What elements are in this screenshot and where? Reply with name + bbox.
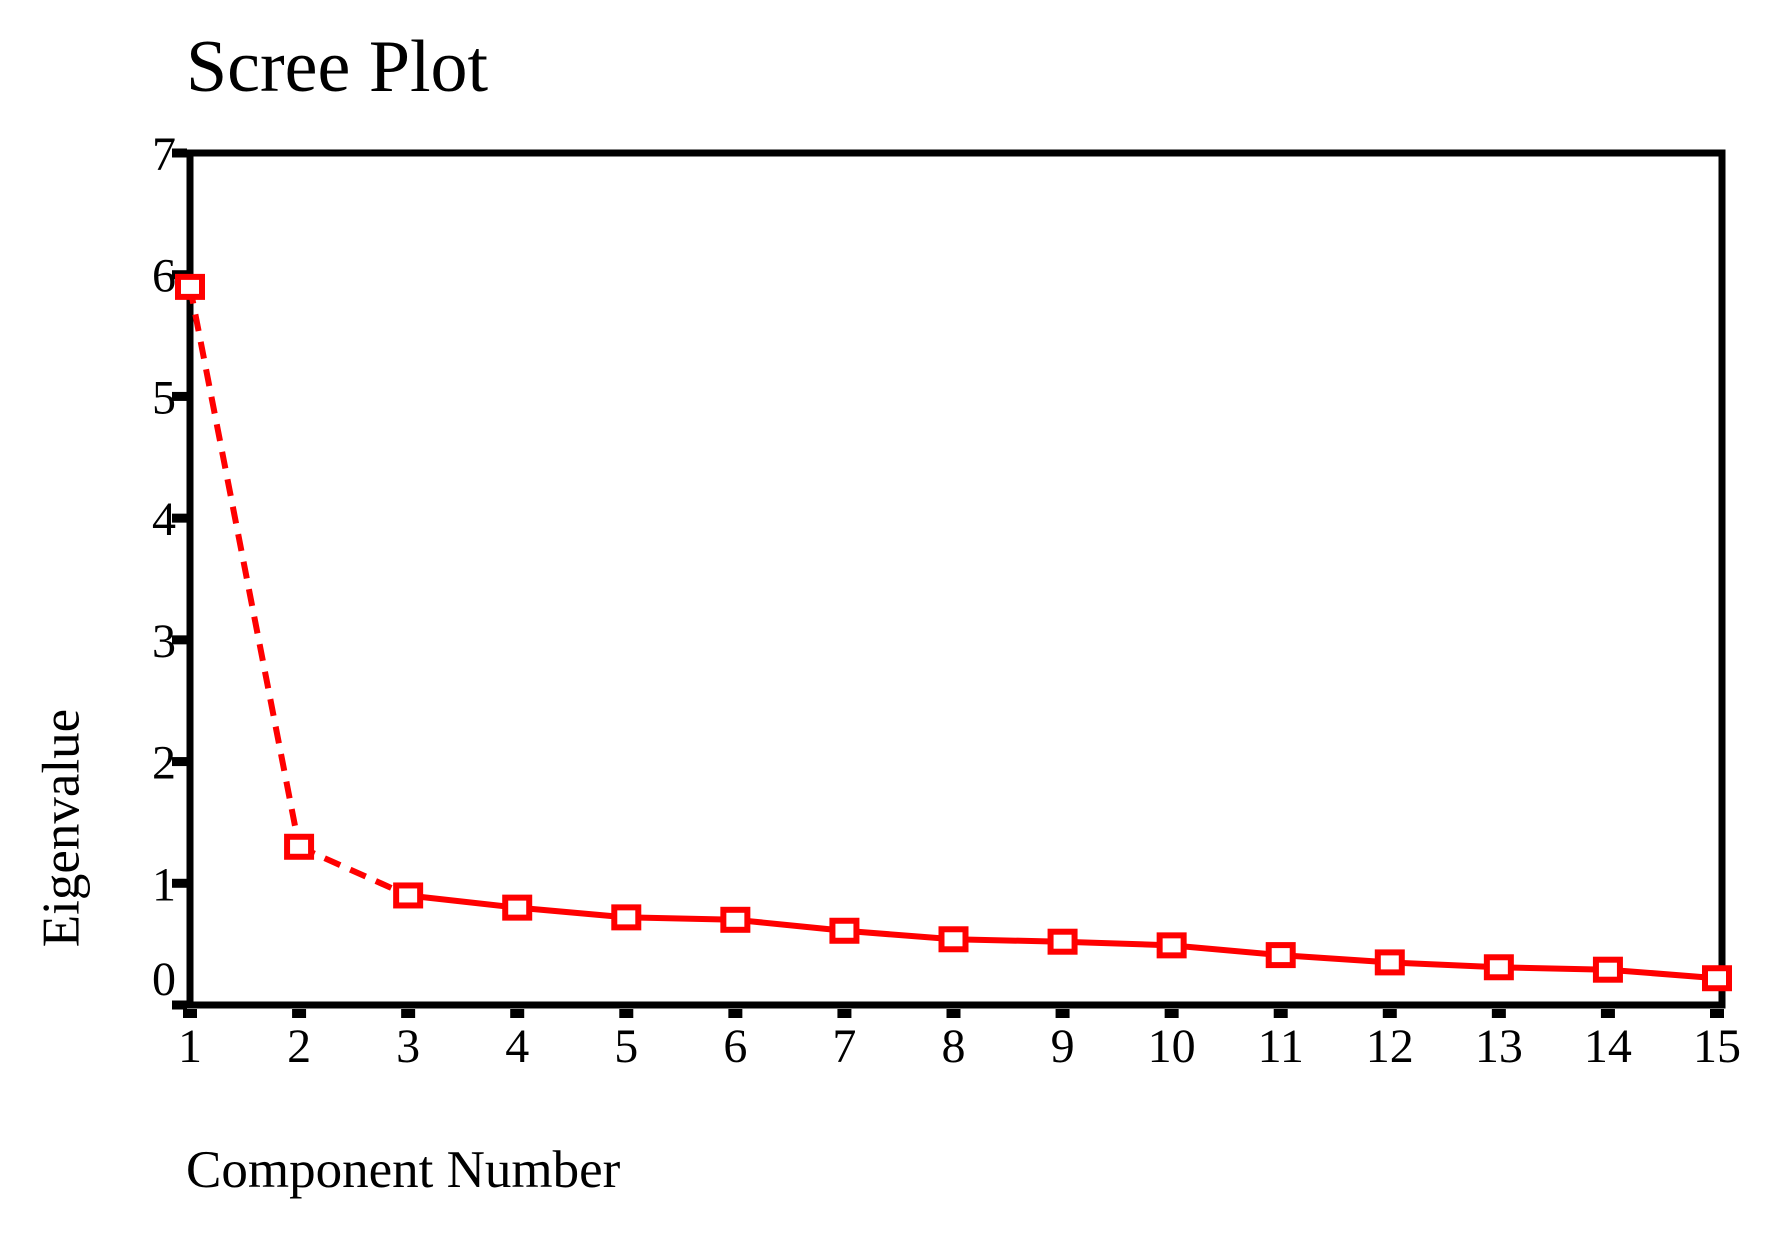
x-tick-label: 2 bbox=[287, 1020, 311, 1073]
y-tick-label: 1 bbox=[152, 858, 176, 911]
x-tick bbox=[1382, 1009, 1397, 1018]
y-tick-label: 4 bbox=[152, 493, 176, 546]
data-point-marker bbox=[1047, 928, 1078, 955]
x-tick-label: 4 bbox=[505, 1020, 529, 1073]
x-tick bbox=[619, 1009, 634, 1018]
data-point-marker bbox=[175, 273, 205, 300]
y-tick-label: 5 bbox=[152, 371, 176, 424]
x-tick-label: 8 bbox=[942, 1020, 966, 1073]
scree-line-segment bbox=[1280, 952, 1390, 966]
scree-line-segment bbox=[1171, 942, 1281, 959]
scree-line-segment bbox=[516, 904, 627, 921]
scree-line-segment bbox=[297, 844, 410, 899]
data-point-marker bbox=[284, 833, 315, 860]
x-tick-label: 1 bbox=[178, 1020, 202, 1073]
data-point-marker bbox=[1592, 956, 1623, 983]
scree-line-segment bbox=[1389, 959, 1499, 971]
scree-line-segment bbox=[1607, 966, 1718, 982]
x-tick bbox=[1164, 1009, 1179, 1018]
x-tick bbox=[401, 1009, 416, 1018]
scree-line-segment bbox=[187, 286, 303, 848]
x-tick bbox=[1273, 1009, 1288, 1018]
x-tick-label: 7 bbox=[832, 1020, 856, 1073]
x-tick-label: 11 bbox=[1258, 1020, 1304, 1073]
data-point-marker bbox=[720, 906, 751, 933]
x-tick-label: 12 bbox=[1366, 1020, 1414, 1073]
x-tick-label: 3 bbox=[396, 1020, 420, 1073]
y-tick bbox=[172, 391, 187, 401]
x-axis-title: Component Number bbox=[186, 1141, 621, 1199]
data-point-marker bbox=[1483, 954, 1514, 981]
x-tick bbox=[1055, 1009, 1070, 1018]
data-point-marker bbox=[1374, 949, 1405, 976]
x-tick bbox=[510, 1009, 525, 1018]
x-tick bbox=[183, 1009, 197, 1018]
data-point-marker bbox=[938, 926, 969, 953]
data-point-marker bbox=[1702, 965, 1732, 992]
scree-line-segment bbox=[735, 916, 845, 934]
chart-title: Scree Plot bbox=[186, 26, 489, 108]
scree-line-segment bbox=[407, 892, 518, 911]
scree-line-segment bbox=[844, 927, 954, 943]
x-tick-label: 9 bbox=[1051, 1020, 1075, 1073]
y-tick-label: 3 bbox=[152, 615, 176, 668]
data-point-marker bbox=[1156, 932, 1187, 959]
y-tick-label: 2 bbox=[152, 737, 176, 790]
x-tick bbox=[1491, 1009, 1506, 1018]
scree-line-segment bbox=[953, 936, 1063, 945]
x-tick bbox=[292, 1009, 307, 1018]
x-tick bbox=[837, 1009, 852, 1018]
x-tick bbox=[1600, 1009, 1615, 1018]
scree-line-segment bbox=[1498, 964, 1608, 973]
scree-line-segment bbox=[626, 914, 736, 923]
data-point-marker bbox=[611, 904, 642, 931]
y-tick-label: 6 bbox=[152, 250, 176, 303]
x-tick-label: 14 bbox=[1584, 1020, 1632, 1073]
data-point-marker bbox=[829, 917, 860, 944]
data-point-marker bbox=[502, 894, 533, 921]
x-tick bbox=[1710, 1009, 1724, 1018]
data-point-marker bbox=[393, 882, 424, 909]
y-tick-label: 0 bbox=[152, 953, 176, 1006]
x-tick bbox=[728, 1009, 743, 1018]
x-tick-label: 5 bbox=[614, 1020, 638, 1073]
data-point-marker bbox=[1265, 942, 1296, 969]
x-tick-label: 13 bbox=[1475, 1020, 1523, 1073]
y-tick bbox=[172, 513, 187, 523]
scree-line-segment bbox=[1062, 938, 1172, 949]
x-tick-label: 10 bbox=[1148, 1020, 1196, 1073]
x-tick bbox=[946, 1009, 961, 1018]
y-tick bbox=[172, 757, 187, 767]
y-tick bbox=[172, 878, 187, 888]
y-tick-label: 7 bbox=[152, 128, 176, 181]
y-tick bbox=[172, 635, 187, 645]
y-tick bbox=[172, 1000, 187, 1010]
x-tick-label: 15 bbox=[1693, 1020, 1741, 1073]
x-tick-label: 6 bbox=[723, 1020, 747, 1073]
plot-frame bbox=[186, 149, 1726, 1009]
y-tick bbox=[172, 148, 187, 158]
